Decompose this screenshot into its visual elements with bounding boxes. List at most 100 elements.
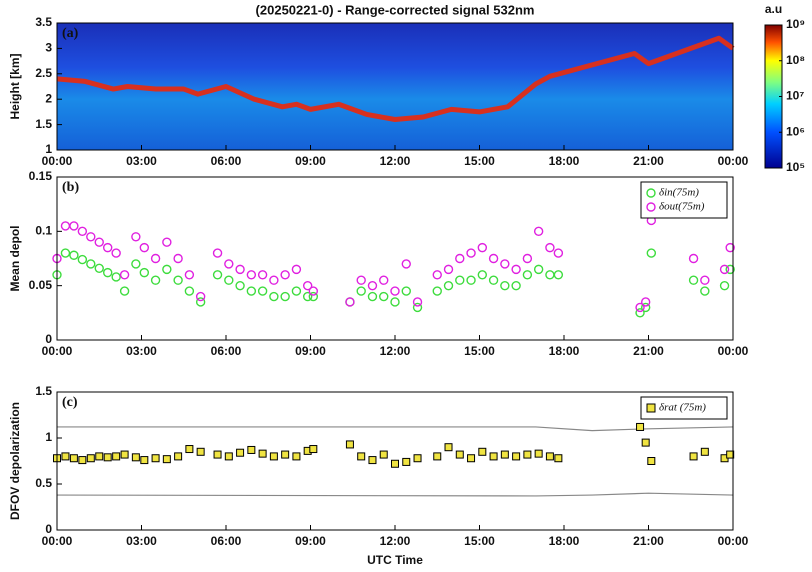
x-tick-label: 03:00 — [126, 534, 157, 548]
data-point — [212, 248, 223, 258]
colorbar-tick-label: 10⁹ — [786, 17, 805, 31]
data-point — [390, 286, 400, 296]
data-point — [641, 438, 650, 447]
y-tick-label: 0.5 — [35, 476, 52, 490]
data-point — [401, 286, 411, 296]
data-point — [78, 456, 87, 465]
data-point — [302, 280, 313, 291]
data-point — [500, 450, 509, 459]
data-point — [523, 450, 532, 459]
colorbar-tick-label: 10⁶ — [786, 124, 805, 138]
plot-frame — [56, 22, 734, 151]
data-point — [308, 286, 319, 296]
data-point — [235, 264, 245, 275]
data-point — [246, 286, 257, 296]
data-point — [61, 452, 70, 461]
data-point — [345, 297, 355, 307]
data-point — [402, 457, 411, 466]
y-tick-label: 2.5 — [35, 66, 52, 80]
y-tick-label: 3 — [45, 41, 52, 55]
data-point — [522, 270, 533, 280]
reference-line — [56, 492, 734, 497]
data-point — [151, 454, 160, 463]
data-point — [356, 275, 366, 285]
data-point — [522, 253, 533, 264]
data-point — [86, 454, 95, 463]
x-tick-label: 06:00 — [211, 344, 242, 358]
chart-title: (20250221-0) - Range-corrected signal 53… — [256, 2, 535, 17]
x-tick-label: 03:00 — [126, 344, 157, 358]
data-point — [150, 253, 161, 264]
y-tick-label: 2 — [45, 91, 52, 105]
data-point — [94, 237, 104, 247]
data-point — [477, 270, 488, 280]
data-point — [688, 275, 699, 285]
x-tick-label: 21:00 — [633, 534, 664, 548]
data-point — [131, 453, 140, 462]
data-point — [356, 286, 366, 296]
data-point — [477, 242, 488, 253]
data-point — [500, 259, 510, 269]
data-point — [269, 452, 278, 461]
data-point — [119, 270, 130, 280]
legend-label: δin(75m) — [659, 187, 699, 199]
data-point — [196, 447, 205, 456]
data-point — [432, 270, 442, 280]
data-point — [511, 280, 521, 291]
data-point — [69, 221, 79, 231]
data-point — [150, 275, 161, 285]
x-tick-label: 15:00 — [464, 154, 495, 168]
data-point — [719, 280, 730, 291]
x-tick-label: 18:00 — [549, 534, 580, 548]
data-point — [700, 286, 710, 296]
data-point — [635, 302, 645, 313]
y-tick-label: 0.05 — [29, 278, 53, 292]
data-point — [725, 242, 735, 253]
colorbar-tick-label: 10⁷ — [786, 89, 804, 103]
data-point — [688, 253, 699, 264]
plot-frame — [56, 391, 734, 531]
data-point — [280, 270, 290, 280]
y-tick-label: 1.5 — [35, 384, 52, 398]
panel-label: (b) — [62, 180, 79, 195]
cloud-layer — [56, 35, 735, 123]
data-point — [247, 445, 256, 454]
data-point — [357, 452, 366, 461]
legend-marker — [646, 202, 656, 212]
data-point — [291, 286, 302, 296]
data-point — [368, 456, 377, 465]
reference-line — [57, 426, 734, 432]
data-point — [102, 267, 113, 278]
data-point — [444, 443, 453, 452]
plot-frame — [56, 176, 734, 341]
data-point — [534, 449, 543, 458]
data-point — [455, 450, 464, 459]
data-point — [213, 450, 222, 459]
signal-background — [57, 23, 733, 150]
colorbar-label: a.u — [765, 2, 782, 16]
data-point — [94, 263, 104, 273]
legend-box — [640, 181, 728, 219]
data-point — [86, 232, 96, 242]
data-point — [60, 221, 71, 231]
data-point — [489, 452, 498, 461]
data-point — [345, 440, 354, 449]
x-tick-label: 00:00 — [42, 154, 73, 168]
data-point — [455, 275, 465, 285]
data-point — [455, 253, 465, 264]
x-tick-label: 06:00 — [211, 154, 242, 168]
colorbar-tick-label: 10⁸ — [786, 53, 805, 67]
data-point — [401, 259, 411, 269]
legend-marker — [646, 188, 656, 198]
legend-label: δrat (75m) — [659, 402, 706, 414]
data-point — [111, 248, 121, 258]
y-tick-label: 3.5 — [35, 15, 52, 29]
x-tick-label: 12:00 — [380, 534, 411, 548]
data-point — [545, 242, 555, 253]
data-point — [224, 452, 233, 461]
data-point — [379, 275, 389, 285]
data-point — [647, 457, 656, 465]
data-point — [391, 459, 399, 468]
data-point — [77, 254, 88, 265]
